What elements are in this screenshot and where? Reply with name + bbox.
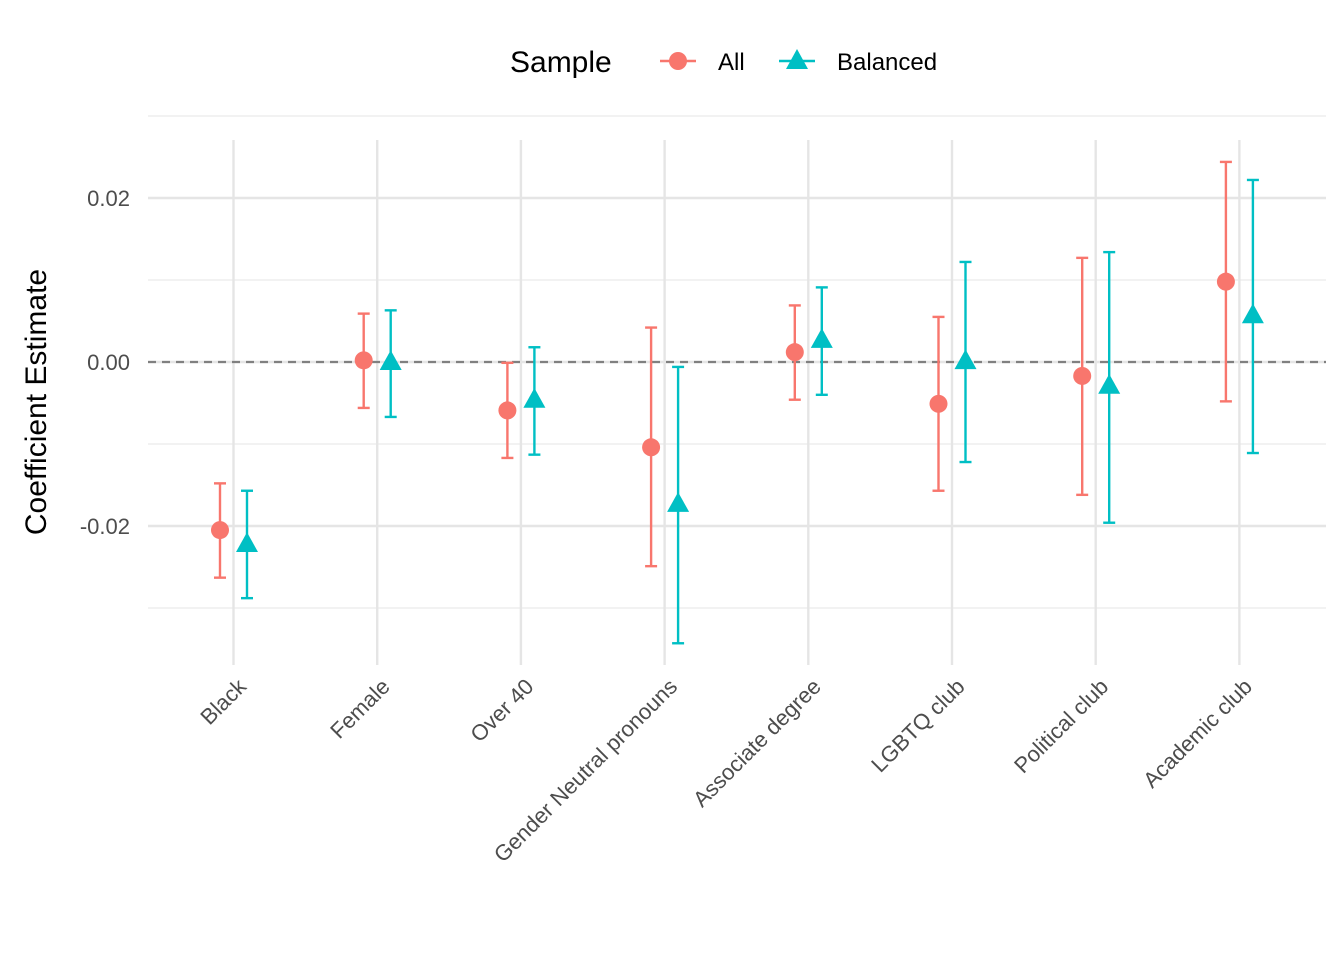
y-tick-label: 0.02	[87, 186, 130, 211]
data-point	[810, 328, 833, 348]
x-tick-label: Female	[325, 674, 395, 744]
series-layer	[211, 160, 1264, 645]
data-point	[929, 394, 948, 413]
data-point	[211, 521, 229, 540]
legend-label: Balanced	[837, 49, 937, 76]
legend: Sample All Balanced	[510, 46, 937, 79]
data-point	[954, 349, 977, 370]
series-balanced	[236, 178, 1264, 645]
x-tick-label: Academic club	[1138, 674, 1257, 793]
legend-item-balanced: Balanced	[779, 49, 937, 76]
legend-label: All	[718, 49, 745, 76]
x-tick-label: Black	[195, 673, 251, 729]
data-point	[1098, 374, 1121, 394]
y-axis-title: Coefficient Estimate	[20, 269, 53, 535]
series-all	[211, 160, 1235, 579]
data-point	[379, 350, 402, 370]
legend-item-all: All	[660, 49, 745, 76]
legend-items: All Balanced	[660, 49, 937, 76]
data-point	[642, 438, 661, 457]
x-tick-label: Associate degree	[688, 674, 826, 812]
y-tick-label: 0.00	[87, 350, 130, 375]
x-tick-label: Over 40	[465, 674, 538, 747]
data-point	[236, 532, 258, 553]
data-point	[667, 492, 690, 512]
data-point	[785, 343, 804, 362]
y-tick-label: -0.02	[80, 514, 130, 539]
x-tick-label: Political club	[1009, 674, 1113, 778]
legend-key-circle	[669, 52, 687, 70]
x-tick-label: LGBTQ club	[866, 674, 969, 777]
data-point	[1073, 366, 1092, 385]
legend-key-triangle	[786, 49, 808, 69]
legend-title: Sample	[510, 46, 612, 79]
data-point	[1241, 303, 1264, 324]
y-axis-ticks: 0.02 0.00 -0.02	[80, 186, 130, 539]
grid-lines	[148, 115, 1326, 665]
data-point	[523, 387, 546, 408]
data-point	[1216, 272, 1235, 291]
data-point	[354, 351, 373, 370]
data-point	[498, 401, 517, 420]
